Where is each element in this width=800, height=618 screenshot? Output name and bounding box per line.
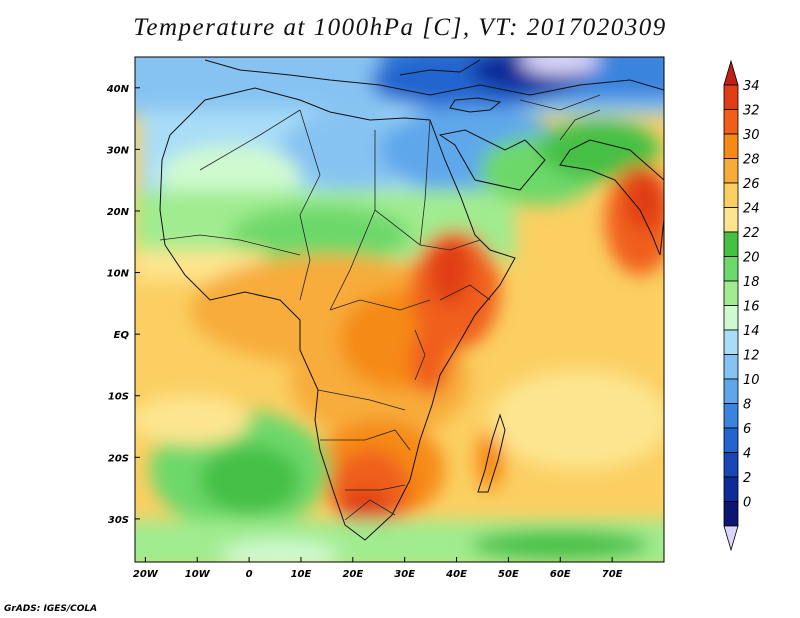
colorbar-swatch bbox=[723, 231, 739, 257]
lon-tick-label: 20W bbox=[133, 569, 159, 580]
colorbar-label: 0 bbox=[743, 496, 751, 511]
colorbar-label: 34 bbox=[743, 79, 760, 94]
colorbar-label: 8 bbox=[743, 398, 751, 413]
colorbar-under-arrow bbox=[723, 525, 739, 552]
colorbar-swatch bbox=[723, 280, 739, 306]
lon-tick-label: 30E bbox=[394, 569, 415, 580]
lat-tick-label: 40N bbox=[106, 84, 130, 95]
lat-tick-label: 10N bbox=[107, 269, 130, 280]
chart-title: Temperature at 1000hPa [C], VT: 20170203… bbox=[133, 14, 667, 41]
lat-tick-label: 20S bbox=[108, 453, 129, 464]
colorbar-label: 24 bbox=[743, 202, 760, 217]
colorbar-label: 20 bbox=[743, 251, 760, 266]
lat-tick-label: 20N bbox=[107, 207, 130, 218]
colorbar-swatch bbox=[723, 84, 739, 110]
colorbar-label: 4 bbox=[743, 447, 751, 462]
colorbar-swatch bbox=[723, 256, 739, 282]
colorbar-swatch bbox=[723, 501, 739, 527]
colorbar-swatch bbox=[723, 182, 739, 208]
lon-tick-label: 50E bbox=[498, 569, 519, 580]
coastlines bbox=[159, 59, 664, 541]
colorbar-over-arrow bbox=[723, 59, 739, 86]
grads-credit: GrADS: IGES/COLA bbox=[4, 604, 98, 614]
colorbar-swatch bbox=[723, 158, 739, 184]
colorbar-swatch bbox=[723, 207, 739, 233]
colorbar-label: 10 bbox=[743, 373, 760, 388]
lon-tick-label: 60E bbox=[550, 569, 571, 580]
colorbar-swatch bbox=[723, 452, 739, 478]
colorbar-swatch bbox=[723, 329, 739, 355]
lon-tick-label: 40E bbox=[445, 569, 467, 580]
colorbar-label: 28 bbox=[743, 153, 760, 168]
colorbar-label: 16 bbox=[743, 300, 760, 315]
country-borders bbox=[159, 94, 601, 521]
colorbar-label: 32 bbox=[743, 104, 760, 119]
colorbar-label: 2 bbox=[743, 471, 751, 486]
temperature-field bbox=[135, 57, 664, 562]
lon-tick-label: 10W bbox=[185, 569, 211, 580]
colorbar-label: 26 bbox=[743, 177, 760, 192]
lon-tick-label: 70E bbox=[602, 569, 623, 580]
longitude-tick-labels: 20W 10W 0 10E 20E 30E 40E 50E 60E 70E bbox=[133, 569, 623, 580]
colorbar-swatch bbox=[723, 476, 739, 502]
colorbar-label: 12 bbox=[743, 349, 760, 364]
lat-tick-label: EQ bbox=[114, 330, 130, 341]
colorbar-swatch bbox=[723, 354, 739, 380]
colorbar-swatch bbox=[723, 133, 739, 159]
colorbar-swatch bbox=[723, 427, 739, 453]
map-frame bbox=[134, 56, 665, 563]
colorbar-swatch bbox=[723, 305, 739, 331]
colorbar-swatch bbox=[723, 109, 739, 135]
axis-ticks bbox=[135, 87, 613, 562]
colorbar-label: 14 bbox=[743, 324, 760, 339]
lon-tick-label: 20E bbox=[342, 569, 363, 580]
colorbar-label: 30 bbox=[743, 128, 760, 143]
colorbar-swatch bbox=[723, 378, 739, 404]
colorbar-swatch bbox=[723, 403, 739, 429]
colorbar-label: 18 bbox=[743, 275, 760, 290]
colorbar-label: 6 bbox=[743, 422, 751, 437]
lat-tick-label: 10S bbox=[108, 392, 129, 403]
lon-tick-label: 0 bbox=[246, 569, 253, 580]
latitude-tick-labels: 40N 30N 20N 10N EQ 10S 20S 30S bbox=[106, 84, 130, 526]
lat-tick-label: 30S bbox=[108, 515, 129, 526]
lon-tick-label: 10E bbox=[291, 569, 312, 580]
lat-tick-label: 30N bbox=[107, 145, 130, 156]
colorbar-label: 22 bbox=[743, 226, 760, 241]
